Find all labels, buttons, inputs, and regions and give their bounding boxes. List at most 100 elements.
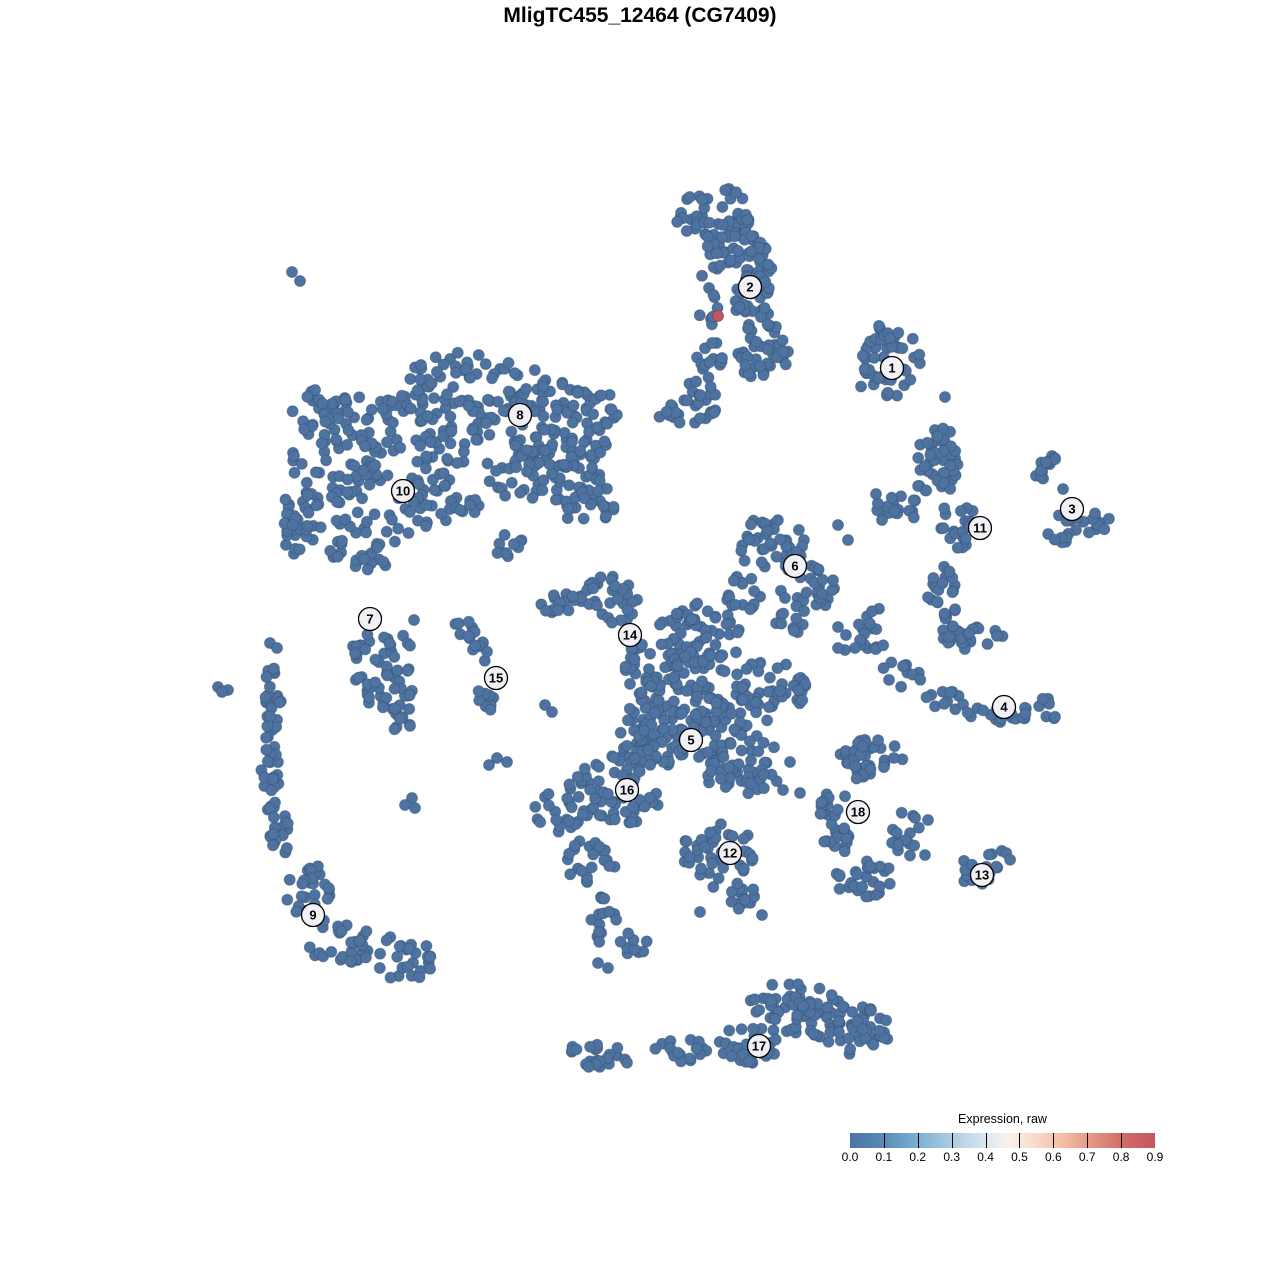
data-point <box>649 1042 662 1055</box>
data-point <box>816 573 829 586</box>
cluster-label-17[interactable]: 17 <box>746 1033 772 1059</box>
cluster-label-4[interactable]: 4 <box>991 694 1017 720</box>
cluster-label-6[interactable]: 6 <box>782 553 808 579</box>
data-point <box>729 598 741 611</box>
data-point <box>667 695 680 708</box>
data-point <box>877 639 890 652</box>
data-point <box>704 649 717 662</box>
cluster-label-text: 7 <box>366 612 373 627</box>
data-point <box>498 528 511 541</box>
data-point <box>832 519 844 531</box>
data-point <box>260 743 273 756</box>
cluster-label-text: 8 <box>516 408 523 423</box>
data-point <box>694 906 706 918</box>
data-point <box>769 1013 782 1026</box>
data-point <box>719 781 732 793</box>
data-point <box>724 737 737 750</box>
data-point <box>761 714 774 727</box>
data-point <box>787 624 800 637</box>
data-point <box>437 467 450 480</box>
cluster-label-3[interactable]: 3 <box>1059 496 1085 522</box>
data-point <box>451 457 464 469</box>
data-point <box>856 349 869 362</box>
data-point <box>655 638 668 651</box>
data-point <box>404 639 416 652</box>
data-point <box>918 460 931 473</box>
data-point <box>602 962 614 974</box>
data-point <box>462 399 475 412</box>
data-point <box>444 410 457 423</box>
cluster-label-10[interactable]: 10 <box>390 478 416 504</box>
data-point <box>399 799 411 811</box>
data-point <box>290 905 303 918</box>
cluster-label-9[interactable]: 9 <box>300 902 326 928</box>
data-point <box>267 662 280 675</box>
cluster-label-circle <box>390 478 416 504</box>
data-point <box>335 925 348 938</box>
data-point <box>638 724 651 737</box>
data-point <box>628 653 641 666</box>
data-point <box>884 332 897 345</box>
data-point <box>671 659 684 672</box>
data-point <box>316 397 329 410</box>
data-point <box>445 425 458 437</box>
legend-tick-mark <box>917 1133 919 1148</box>
data-point <box>647 728 660 741</box>
data-point <box>689 708 702 721</box>
data-point <box>481 645 493 658</box>
data-point <box>470 433 483 446</box>
data-point <box>692 751 705 763</box>
data-point <box>864 1004 877 1017</box>
data-point <box>451 346 464 359</box>
data-point <box>867 1038 880 1051</box>
data-point <box>621 603 634 616</box>
data-point <box>472 349 485 361</box>
cluster-label-8[interactable]: 8 <box>507 402 533 428</box>
cluster-label-14[interactable]: 14 <box>617 622 643 648</box>
data-point <box>735 544 748 557</box>
data-point <box>403 942 416 955</box>
data-point <box>492 395 504 408</box>
data-point <box>332 412 345 425</box>
data-point <box>833 1026 845 1039</box>
data-point <box>1057 483 1069 495</box>
data-point <box>628 752 641 765</box>
cluster-label-2[interactable]: 2 <box>737 274 763 300</box>
data-point <box>363 478 376 491</box>
cluster-label-11[interactable]: 11 <box>967 515 993 541</box>
cluster-label-5[interactable]: 5 <box>678 727 704 753</box>
cluster-label-circle <box>969 862 995 888</box>
data-point <box>419 462 432 475</box>
data-point <box>1004 853 1017 866</box>
data-point <box>593 935 606 948</box>
data-point <box>392 522 405 535</box>
data-point <box>836 1000 849 1013</box>
cluster-label-7[interactable]: 7 <box>357 606 383 632</box>
data-point <box>339 393 352 406</box>
data-point <box>587 582 600 595</box>
data-point <box>568 839 581 852</box>
legend-tick-mark <box>1019 1133 1021 1148</box>
data-point <box>912 821 925 834</box>
cluster-label-15[interactable]: 15 <box>483 665 509 691</box>
data-point <box>341 473 354 486</box>
cluster-label-1[interactable]: 1 <box>879 355 905 381</box>
data-point <box>593 474 606 487</box>
data-point <box>870 488 882 500</box>
cluster-17-points <box>565 957 894 1073</box>
cluster-label-text: 18 <box>851 805 865 820</box>
data-point <box>597 500 610 513</box>
cluster-label-16[interactable]: 16 <box>614 777 640 803</box>
data-point <box>452 617 465 630</box>
data-point <box>951 541 964 554</box>
data-point <box>505 425 518 438</box>
cluster-label-18[interactable]: 18 <box>845 799 871 825</box>
cluster-label-13[interactable]: 13 <box>969 862 995 888</box>
data-point <box>322 882 335 895</box>
data-point <box>624 677 636 690</box>
data-point <box>414 373 427 386</box>
data-point <box>832 621 844 633</box>
cluster-label-circle <box>483 665 509 691</box>
cluster-label-12[interactable]: 12 <box>717 840 743 866</box>
